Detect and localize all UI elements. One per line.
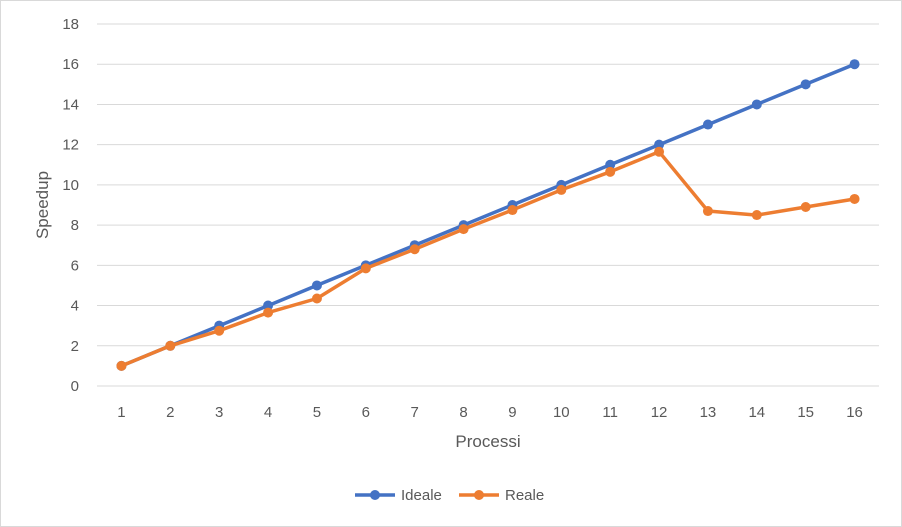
y-axis-title: Speedup [33,171,52,239]
data-point [311,280,322,291]
x-tick-label: 15 [797,404,814,421]
data-point [360,263,371,274]
x-tick-label: 16 [846,404,863,421]
data-point [702,119,713,130]
y-tick-label: 6 [71,257,79,274]
series-line [119,62,857,368]
x-tick-label: 12 [651,404,668,421]
x-tick-label: 7 [411,404,419,421]
x-tick-label: 6 [362,404,370,421]
x-tick-label: 9 [508,404,516,421]
x-tick-label: 1 [117,404,125,421]
data-point [849,193,860,204]
data-point [214,325,225,336]
data-point [165,340,176,351]
data-point [458,224,469,235]
y-axis-tick-labels: 0 2 4 6 8 10 12 14 16 18 [62,16,79,395]
data-point [311,293,322,304]
series [116,59,860,371]
x-tick-label: 4 [264,404,272,421]
data-point [409,244,420,255]
legend-label: Ideale [401,487,442,504]
y-tick-label: 18 [62,16,79,33]
data-point [116,360,127,371]
x-axis-tick-labels: 1 2 3 4 5 6 7 8 9 10 11 12 13 14 15 16 [117,404,863,421]
y-tick-label: 16 [62,56,79,73]
y-tick-label: 4 [71,298,79,315]
y-tick-label: 12 [62,137,79,154]
x-tick-label: 2 [166,404,174,421]
data-point [605,159,616,170]
y-tick-label: 14 [62,96,79,113]
x-tick-label: 3 [215,404,223,421]
y-tick-label: 2 [71,338,79,355]
x-tick-label: 10 [553,404,570,421]
data-point [263,307,274,318]
data-point [654,146,665,157]
legend-label: Reale [505,487,544,504]
gridlines [97,23,879,347]
x-tick-label: 14 [748,404,765,421]
x-tick-label: 11 [602,404,618,421]
legend: Ideale Reale [355,487,544,504]
data-point [751,99,762,110]
y-tick-label: 8 [71,217,79,234]
legend-item: Ideale [355,487,442,504]
data-point [800,202,811,213]
data-point [751,210,762,221]
data-point [800,79,811,90]
legend-marker [370,490,380,500]
data-point [654,139,665,150]
legend-item: Reale [459,487,544,504]
x-axis-title: Processi [455,432,520,451]
data-point [507,205,518,216]
data-point [605,166,616,177]
series-line [119,149,857,368]
data-point [702,206,713,217]
data-point [263,300,274,311]
x-tick-label: 8 [459,404,467,421]
y-tick-label: 10 [62,177,79,194]
x-tick-label: 13 [700,404,717,421]
x-tick-label: 5 [313,404,321,421]
data-point [556,184,567,195]
legend-marker [474,490,484,500]
y-tick-label: 0 [71,378,79,395]
series-reale [116,146,860,371]
data-point [849,59,860,70]
